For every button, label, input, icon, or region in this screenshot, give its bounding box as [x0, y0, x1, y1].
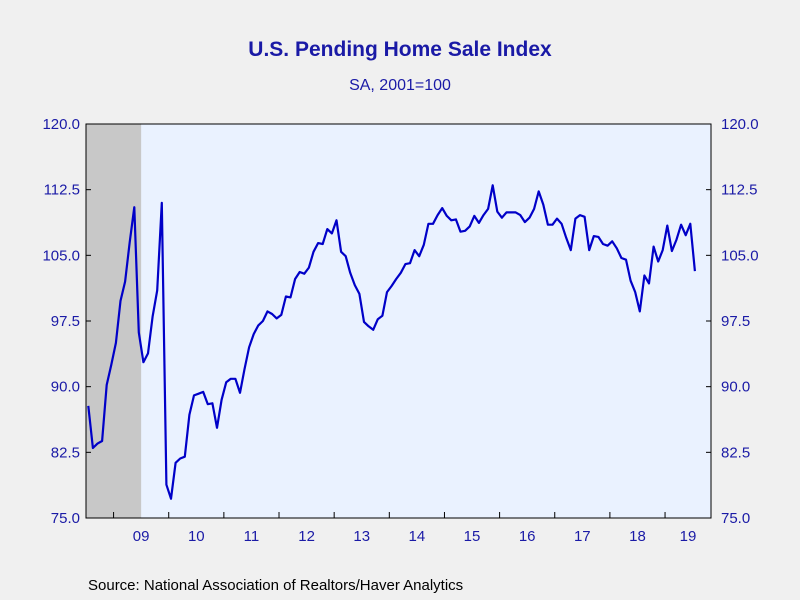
right-y-axis: 75.0 82.5 90.0 97.5 105.0 112.5 120.0 [706, 116, 759, 527]
source-note: Source: National Association of Realtors… [88, 577, 464, 594]
plot-frame [85, 123, 712, 519]
y-tick-label: 105.0 [42, 247, 80, 264]
x-tick-label: 14 [409, 528, 426, 545]
chart-subtitle: SA, 2001=100 [349, 77, 451, 94]
plot-area [86, 124, 711, 518]
series-line [87, 184, 696, 500]
recession-shading [86, 124, 142, 518]
chart-title: U.S. Pending Home Sale Index [248, 38, 552, 61]
x-tick-label: 13 [353, 528, 370, 545]
x-tick-label: 19 [680, 528, 697, 545]
x-tick-label: 10 [188, 528, 205, 545]
y-tick-label: 120.0 [42, 116, 80, 133]
y-tick-label: 97.5 [721, 313, 750, 330]
x-tick-label: 18 [629, 528, 646, 545]
x-tick-label: 16 [519, 528, 536, 545]
x-tick-label: 09 [133, 528, 150, 545]
y-tick-label: 97.5 [51, 313, 80, 330]
y-tick-label: 82.5 [721, 444, 750, 461]
x-tick-label: 11 [244, 528, 260, 545]
y-tick-label: 112.5 [721, 182, 757, 199]
y-tick-label: 75.0 [721, 510, 750, 527]
y-tick-label: 82.5 [51, 444, 80, 461]
y-tick-label: 90.0 [721, 379, 750, 396]
x-axis: 09 10 11 12 13 14 15 16 17 18 19 [113, 512, 697, 545]
x-tick-label: 15 [464, 528, 481, 545]
x-tick-label: 12 [298, 528, 315, 545]
left-y-axis: 75.0 82.5 90.0 97.5 105.0 112.5 120.0 [42, 116, 91, 527]
x-tick-label: 17 [574, 528, 591, 545]
y-tick-label: 90.0 [51, 379, 80, 396]
y-tick-label: 75.0 [51, 510, 80, 527]
y-tick-label: 105.0 [721, 247, 759, 264]
y-tick-label: 120.0 [721, 116, 759, 133]
y-tick-label: 112.5 [44, 182, 80, 199]
